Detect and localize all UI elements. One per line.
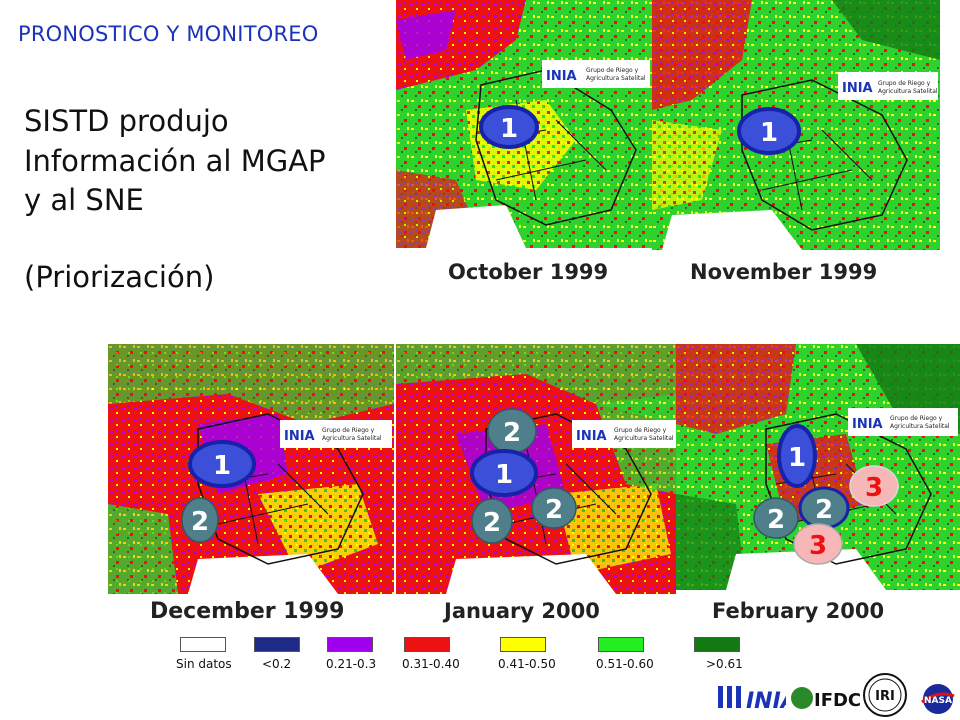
priority-label: 1 [788,443,806,473]
legend-label-0-31-0-40: 0.31-0.40 [402,657,460,671]
priority-marker: 2 [487,408,537,454]
priority-marker: 3 [793,523,843,565]
priority-label: 1 [213,451,231,481]
slide-header: PRONOSTICO Y MONITOREO [18,22,319,46]
svg-text:NASA: NASA [924,696,952,706]
svg-text:IRI: IRI [875,689,895,704]
priority-marker: 1 [188,440,256,488]
legend-swatch-0-51-0-60 [598,637,644,652]
map-january-2000: INIA Grupo de Riego y Agricultura Sateli… [396,344,676,594]
inia-logo: INIA [842,81,873,96]
priority-marker: 2 [798,486,850,530]
description-line-3: y al SNE [24,183,144,217]
priority-marker: 1 [470,449,538,497]
legend-swatch-0-31-0-40 [404,637,450,652]
priority-label: 2 [483,508,501,538]
legend-swatch-0-21-0-3 [327,637,373,652]
priority-label: 3 [809,531,827,561]
description-line-4: (Priorización) [24,260,215,294]
map-caption-october-1999: October 1999 [448,260,609,284]
logo-subtitle-2: Agricultura Satelital [322,435,382,442]
description-line-2: Información al MGAP [24,144,326,178]
legend-label-0-21-0-3: 0.21-0.3 [326,657,377,671]
nasa-logo: NASA [921,684,955,714]
logo-subtitle-1: Grupo de Riego y [586,67,639,74]
priority-marker: 2 [753,497,799,539]
inia-logo: INIA [852,417,883,432]
map-october-1999: INIA Grupo de Riego y Agricultura Sateli… [396,0,652,248]
map-caption-february-2000: February 2000 [712,599,885,623]
logo-subtitle-1: Grupo de Riego y [322,427,375,434]
priority-label: 2 [545,495,563,525]
logo-subtitle-1: Grupo de Riego y [890,415,943,422]
logo-subtitle-2: Agricultura Satelital [586,75,646,82]
priority-label: 1 [760,118,778,148]
description-line-1: SISTD produjo [24,104,229,138]
priority-marker: 2 [471,498,513,544]
priority-label: 3 [865,473,883,503]
priority-marker: 1 [737,107,801,155]
ndvi-map: INIA Grupo de Riego y Agricultura Sateli… [396,0,652,248]
iri-logo: IRI [863,673,907,717]
logo-subtitle-2: Agricultura Satelital [890,423,950,430]
logo-subtitle-1: Grupo de Riego y [614,427,667,434]
svg-text:IFDC: IFDC [814,690,861,711]
legend-label-0-41-0-50: 0.41-0.50 [498,657,556,671]
priority-marker: 2 [531,487,577,529]
map-november-1999: INIA Grupo de Riego y Agricultura Sateli… [652,0,940,250]
priority-marker: 3 [849,465,899,507]
map-december-1999: INIA Grupo de Riego y Agricultura Sateli… [108,344,394,594]
legend-swatch-lt-0-2 [254,637,300,652]
legend-label-sin-datos: Sin datos [176,657,232,671]
map-caption-november-1999: November 1999 [690,260,878,284]
priority-label: 1 [500,114,518,144]
legend-label-0-51-0-60: 0.51-0.60 [596,657,654,671]
inia-logo-footer: INIA [718,686,786,714]
inia-logo: INIA [284,429,315,444]
inia-logo: INIA [546,69,577,84]
map-caption-december-1999: December 1999 [150,599,345,624]
legend-swatch-sin-datos [180,637,226,652]
logo-subtitle-2: Agricultura Satelital [878,88,938,95]
priority-marker: 1 [479,105,539,149]
logo-subtitle-1: Grupo de Riego y [878,80,931,87]
priority-marker: 2 [181,497,219,543]
logo-subtitle-2: Agricultura Satelital [614,435,674,442]
priority-label: 2 [191,507,209,537]
priority-label: 2 [815,495,833,525]
map-february-2000: INIA Grupo de Riego y Agricultura Sateli… [676,344,960,590]
ndvi-map: INIA Grupo de Riego y Agricultura Sateli… [396,344,676,594]
svg-text:INIA: INIA [746,689,786,714]
priority-label: 2 [503,418,521,448]
ifdc-logo: IFDC [791,687,861,711]
ndvi-map: INIA Grupo de Riego y Agricultura Sateli… [676,344,960,590]
ndvi-map: INIA Grupo de Riego y Agricultura Sateli… [652,0,940,250]
priority-label: 1 [495,460,513,490]
priority-marker: 1 [777,424,817,488]
ndvi-map: INIA Grupo de Riego y Agricultura Sateli… [108,344,394,594]
legend-label-gt-0-61: >0.61 [706,657,743,671]
legend-swatch-gt-0-61 [694,637,740,652]
inia-logo: INIA [576,429,607,444]
legend-swatch-0-41-0-50 [500,637,546,652]
map-caption-january-2000: January 2000 [444,599,600,623]
legend-label-lt-0-2: <0.2 [262,657,292,671]
priority-label: 2 [767,505,785,535]
